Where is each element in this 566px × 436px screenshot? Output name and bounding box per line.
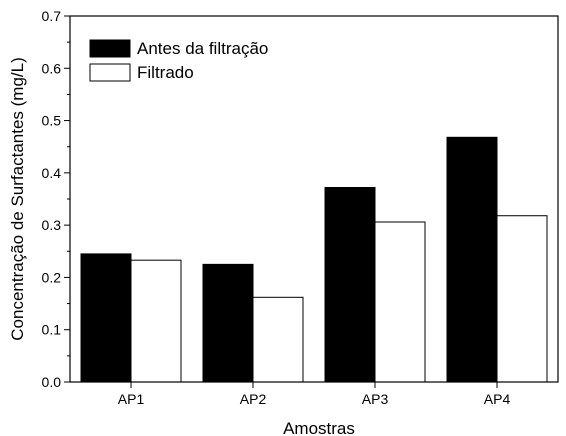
y-tick-label: 0.0	[42, 374, 62, 390]
y-tick-label: 0.7	[42, 8, 62, 24]
x-tick-label-ap1: AP1	[118, 391, 145, 407]
y-tick-label: 0.5	[42, 113, 62, 129]
legend-label-antes: Antes da filtração	[137, 39, 268, 58]
x-tick-label-ap4: AP4	[484, 391, 511, 407]
y-tick-label: 0.6	[42, 60, 62, 76]
y-tick-label: 0.2	[42, 269, 62, 285]
x-axis: AP1 AP2 AP3 AP4	[118, 382, 511, 407]
y-tick-label: 0.1	[42, 322, 62, 338]
bar-filtrado-ap2	[252, 296, 304, 383]
legend-label-filtrado: Filtrado	[137, 63, 194, 82]
bar-antes-ap1	[80, 253, 132, 383]
y-tick-label: 0.3	[42, 217, 62, 233]
bar-antes-ap4	[446, 136, 498, 383]
bar-filtrado-ap3	[374, 221, 426, 383]
y-axis-title: Concentração de Surfactantes (mg/L)	[8, 57, 27, 340]
bars-group	[80, 136, 548, 383]
legend: Antes da filtração Filtrado	[89, 39, 268, 82]
legend-swatch-antes	[89, 39, 131, 58]
bar-antes-ap3	[324, 186, 376, 383]
bar-antes-ap2	[202, 263, 254, 383]
legend-swatch-filtrado	[89, 63, 131, 82]
bar-filtrado-ap4	[496, 215, 548, 383]
x-tick-label-ap2: AP2	[240, 391, 267, 407]
x-axis-title: Amostras	[283, 419, 355, 436]
y-tick-label: 0.4	[42, 165, 62, 181]
bar-filtrado-ap1	[130, 259, 182, 383]
x-tick-label-ap3: AP3	[362, 391, 389, 407]
y-axis: 0.0 0.1 0.2 0.3 0.4 0.5 0.6 0.7	[42, 8, 70, 390]
